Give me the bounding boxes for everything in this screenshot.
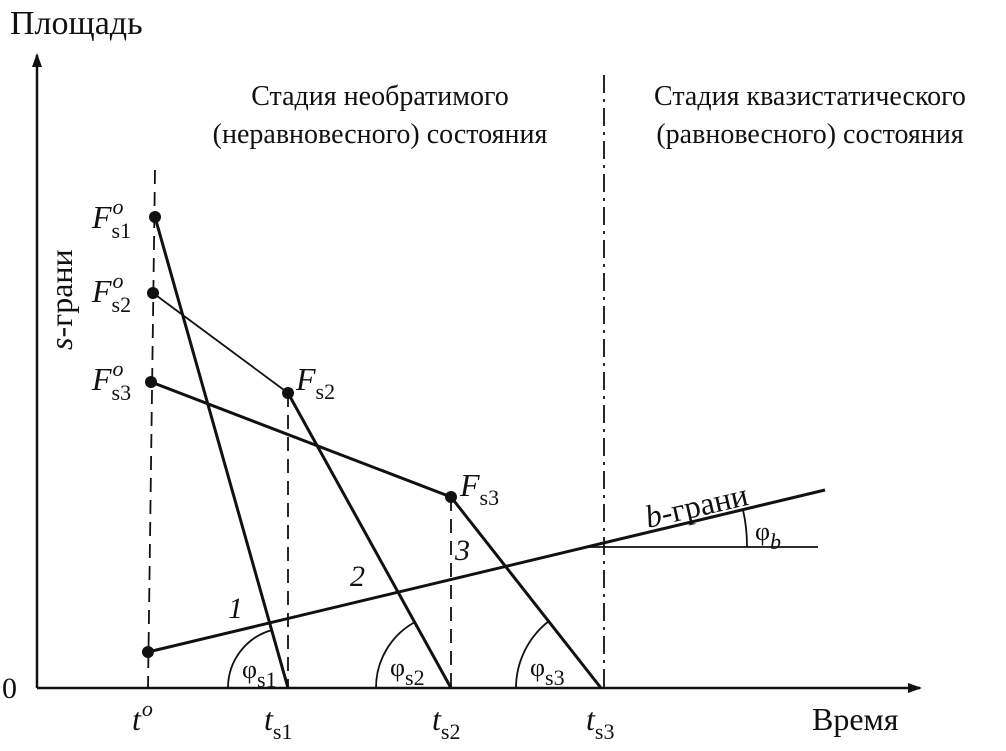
time-label-part: t: [132, 701, 142, 737]
point-label-part: s3: [112, 380, 132, 405]
point-label-part: F: [91, 361, 112, 397]
angle-label-part: φ: [242, 655, 257, 684]
angle-label-part: φ: [530, 653, 545, 682]
angle-label-part: φ: [755, 517, 770, 546]
angle-label: φb: [755, 517, 781, 554]
stage-title: Стадия квазистатического: [654, 81, 966, 112]
origin-label: 0: [2, 672, 17, 705]
time-label-part: t: [586, 701, 596, 737]
time-label-part: s3: [595, 719, 615, 744]
time-label-part: t: [264, 701, 274, 737]
point-label: Fo s1: [91, 194, 131, 243]
point-label-part: F: [91, 199, 112, 235]
angle-label-part: s2: [405, 665, 425, 690]
point-label-part: F: [91, 273, 112, 309]
point-label: Fs2: [295, 361, 335, 404]
line-number: 3: [454, 534, 470, 567]
point-label-part: o: [113, 194, 124, 219]
stage-title: (равновесного) состояния: [656, 119, 963, 150]
time-label-part: s2: [441, 719, 461, 744]
stage-title: Стадия необратимого: [251, 81, 509, 112]
point-label: Fo s2: [91, 268, 131, 317]
y-axis-label: Площадь: [10, 5, 143, 42]
stage-labels: Стадия необратимого (неравновесного) сос…: [213, 81, 966, 150]
b-faces-label: b-грани: [641, 476, 751, 535]
stage-title: (неравновесного) состояния: [213, 119, 548, 150]
angle-label: φs2: [390, 653, 425, 690]
line-number: 1: [228, 592, 243, 625]
time-label: ts2: [432, 701, 460, 744]
points: [142, 211, 457, 658]
s-faces-label: s-грани: [43, 249, 79, 350]
point-label-part: o: [113, 268, 124, 293]
time-label: ts1: [264, 701, 292, 744]
angle-label: φs1: [242, 655, 277, 692]
time-label-part: t: [432, 701, 442, 737]
time-label: ts3: [586, 701, 614, 744]
time-label: to: [132, 696, 153, 737]
point-label-part: o: [113, 356, 124, 381]
point-label-part: s3: [480, 485, 500, 510]
point-label-part: s2: [316, 379, 336, 404]
point-label: Fo s3: [91, 356, 131, 405]
angle-label-part: b: [770, 529, 781, 554]
point-label-part: s1: [112, 218, 132, 243]
point-label-part: s2: [112, 292, 132, 317]
time-label-part: s1: [273, 719, 293, 744]
angle-label-part: s1: [257, 667, 277, 692]
angle-label-part: φ: [390, 653, 405, 682]
angle-label: φs3: [530, 653, 565, 690]
time-label-part: o: [142, 696, 153, 721]
x-axis-label: Время: [812, 701, 899, 737]
line-number: 2: [350, 560, 365, 593]
point-label: Fs3: [459, 467, 499, 510]
angle-label-part: s3: [545, 665, 565, 690]
point-label-part: F: [459, 467, 480, 503]
point-label-part: F: [295, 361, 316, 397]
